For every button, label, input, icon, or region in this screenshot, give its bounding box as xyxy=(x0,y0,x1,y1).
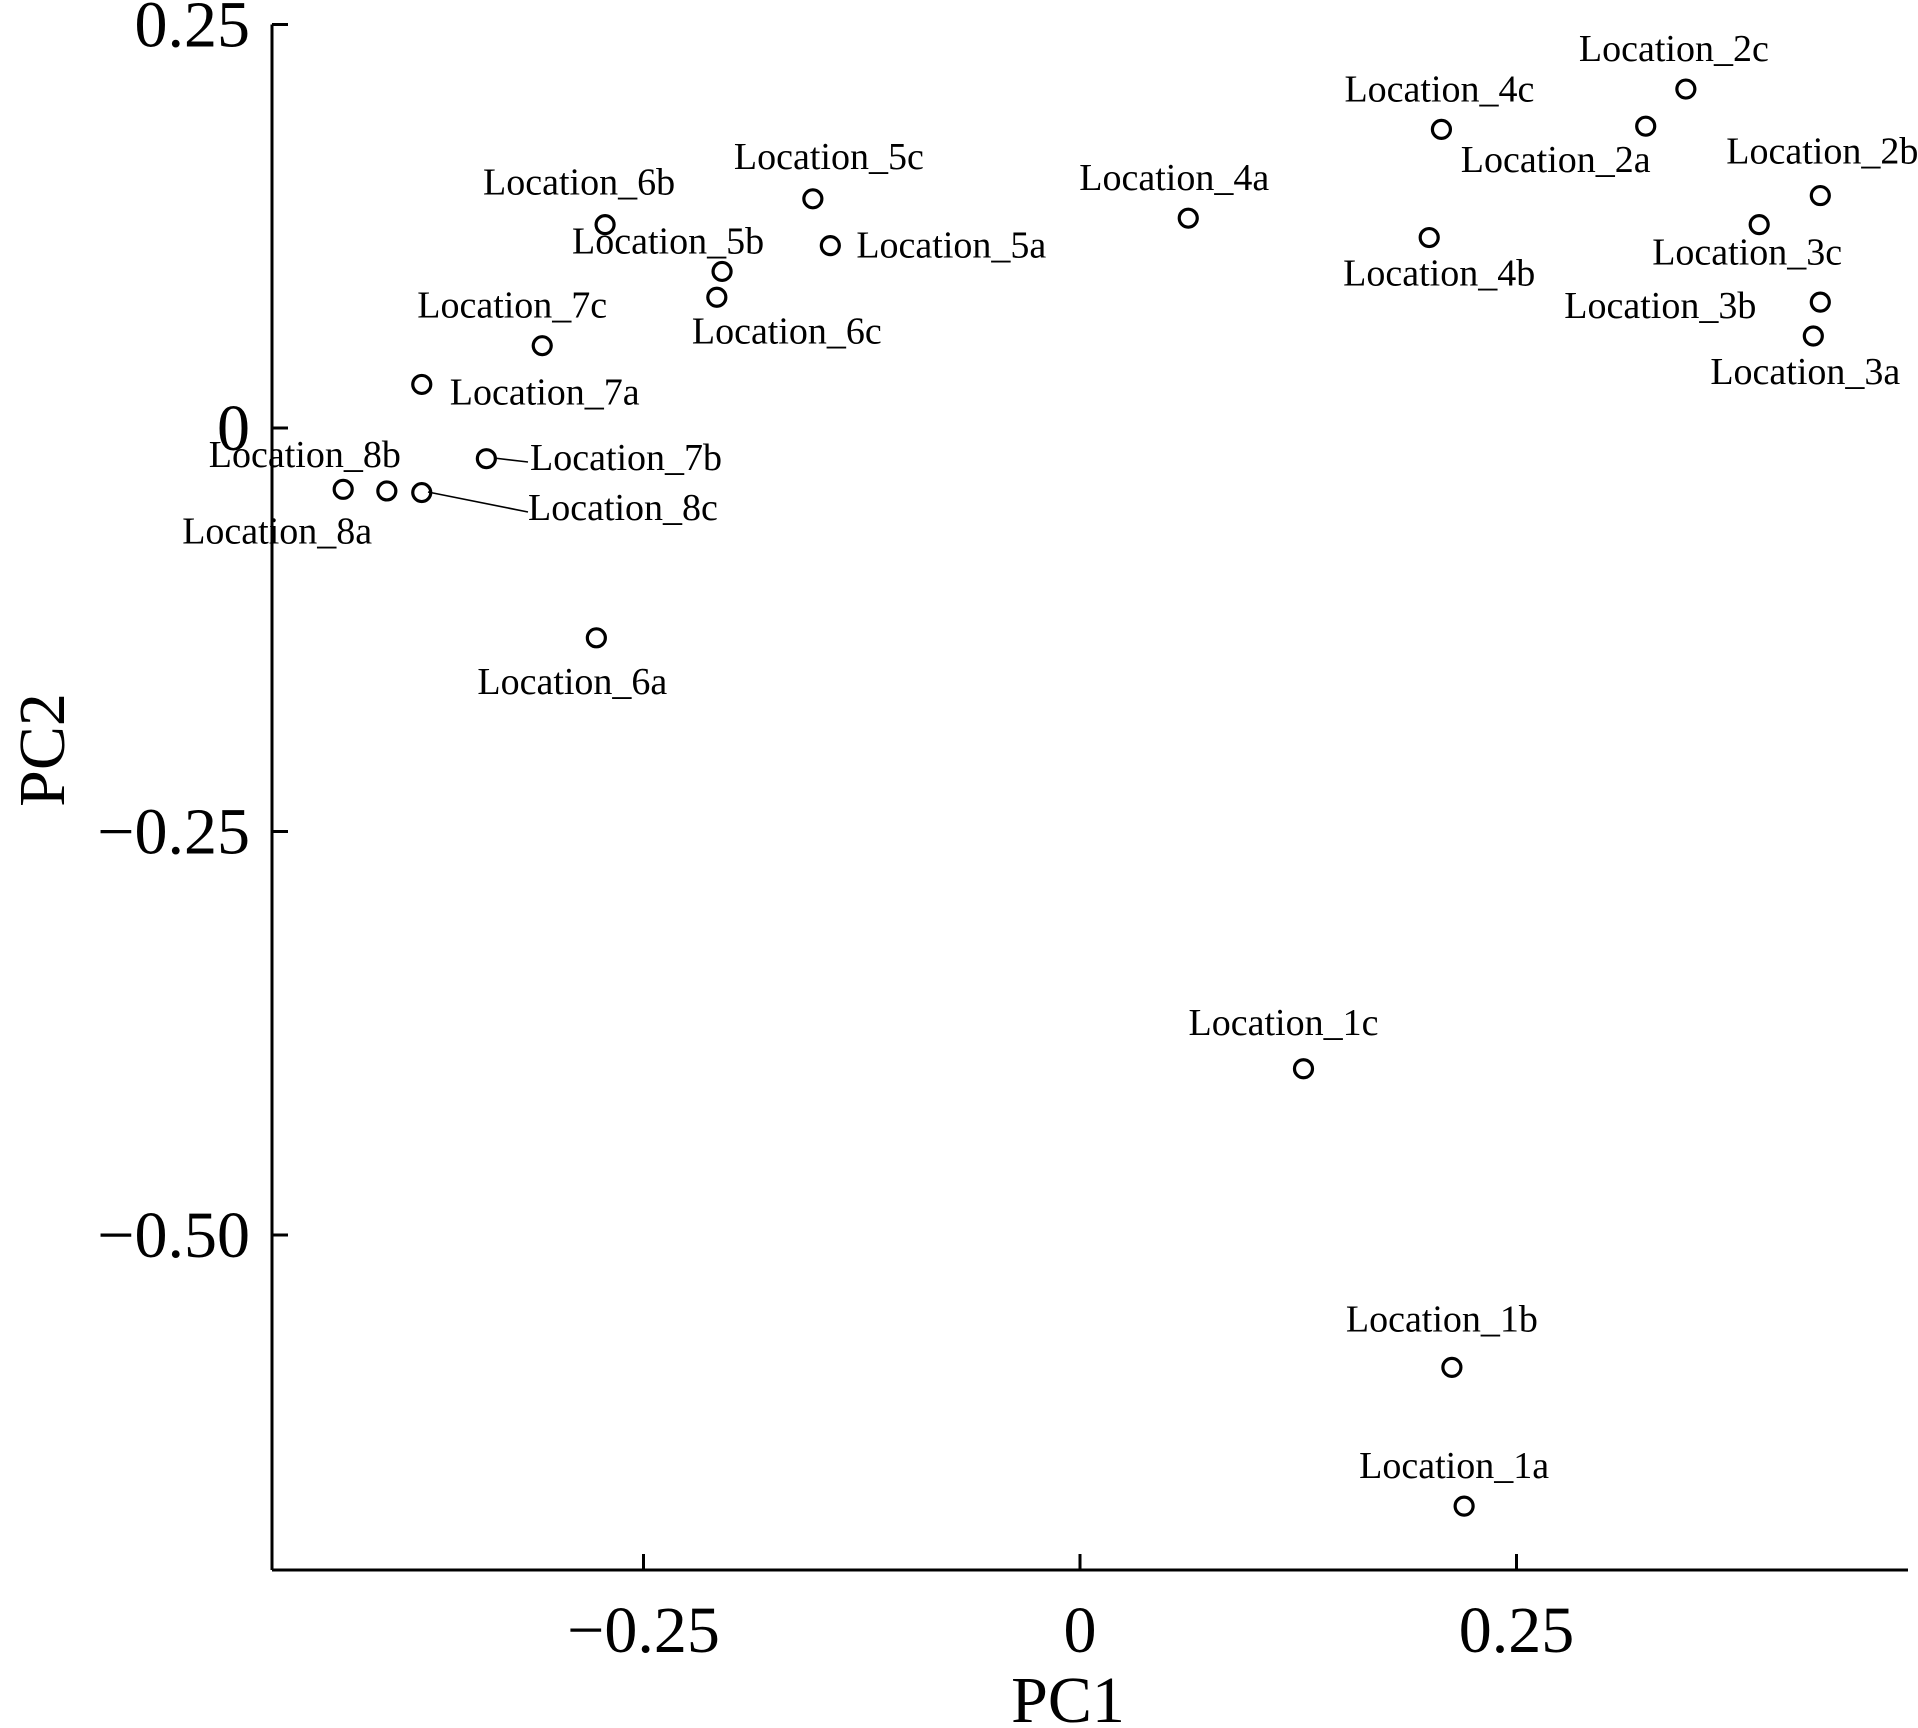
data-point xyxy=(802,188,824,210)
leader-lines xyxy=(427,457,529,513)
point-label: Location_4a xyxy=(1079,157,1269,199)
point-label: Location_3a xyxy=(1710,351,1900,393)
leader-line xyxy=(493,457,529,463)
point-label: Location_6b xyxy=(483,162,675,204)
data-point xyxy=(531,335,553,357)
data-point xyxy=(1748,214,1770,236)
data-point xyxy=(1177,207,1199,229)
data-point xyxy=(1418,226,1440,249)
data-point xyxy=(376,480,398,502)
data-point xyxy=(594,214,616,236)
data-point xyxy=(411,481,433,504)
point-labels: Location_1a Location_1b Location_1c Locatio… xyxy=(182,28,1918,1487)
point-label: Location_2b xyxy=(1726,131,1918,173)
data-point xyxy=(1809,291,1831,313)
data-point xyxy=(1802,325,1824,347)
data-points xyxy=(332,78,1831,1517)
data-point xyxy=(1430,118,1453,141)
y-tick-label: −0.25 xyxy=(97,796,250,869)
point-label: Location_1a xyxy=(1359,1445,1549,1487)
point-label: Location_6c xyxy=(692,310,882,352)
data-point xyxy=(1809,184,1831,207)
point-label: Location_8b xyxy=(209,434,401,476)
data-point xyxy=(585,627,607,649)
data-point xyxy=(1453,1495,1475,1517)
data-point xyxy=(475,448,497,470)
data-point xyxy=(711,260,733,283)
point-label: Location_1c xyxy=(1189,1002,1379,1044)
data-point xyxy=(332,478,354,500)
data-point xyxy=(706,286,728,308)
data-point xyxy=(1441,1356,1463,1378)
point-label: Location_1b xyxy=(1346,1298,1538,1340)
data-point xyxy=(411,373,433,396)
point-label: Location_3b xyxy=(1564,285,1756,327)
x-axis-title: PC1 xyxy=(1011,1664,1125,1728)
point-label: Location_2a xyxy=(1461,139,1651,181)
point-label: Location_5c xyxy=(734,136,924,178)
point-label: Location_7c xyxy=(417,285,607,327)
point-label: Location_6a xyxy=(477,661,667,703)
data-point xyxy=(1635,115,1657,137)
axes xyxy=(270,23,1908,1572)
point-label: Location_4c xyxy=(1344,68,1534,110)
point-label: Location_3c xyxy=(1652,232,1842,274)
x-tick-label: −0.25 xyxy=(567,1594,720,1667)
y-tick-label: 0 xyxy=(217,392,250,465)
y-tick-label: −0.50 xyxy=(97,1199,250,1272)
x-tick-label: 0.25 xyxy=(1459,1594,1575,1667)
y-tick-label: 0.25 xyxy=(135,0,251,62)
x-tick-label: 0 xyxy=(1064,1594,1097,1667)
point-label: Location_8c xyxy=(528,487,718,529)
point-label: Location_2c xyxy=(1579,28,1769,70)
point-label: Location_5b xyxy=(572,220,764,262)
point-label: Location_5a xyxy=(856,225,1046,267)
data-point xyxy=(1292,1058,1315,1080)
point-label: Location_8a xyxy=(182,510,372,552)
point-label: Location_7b xyxy=(530,437,722,479)
leader-line xyxy=(427,491,529,513)
data-point xyxy=(1675,78,1697,100)
point-label: Location_4b xyxy=(1343,253,1535,295)
y-axis-title: PC2 xyxy=(6,693,79,807)
data-point xyxy=(819,235,841,257)
point-label: Location_7a xyxy=(450,371,640,413)
tick-labels: −0.25 0 0.25 0.25 0 −0.25 −0.50 xyxy=(97,0,1574,1667)
